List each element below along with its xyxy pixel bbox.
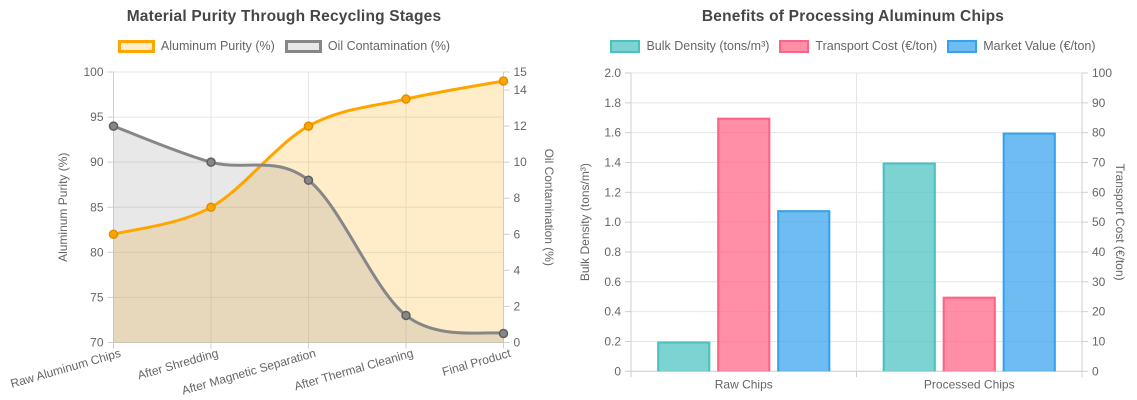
right-tick-label: 6 (514, 227, 521, 241)
right-tick-label: 100 (1092, 66, 1112, 80)
left-tick-label: 85 (90, 200, 104, 214)
right-tick-label: 10 (1092, 334, 1106, 348)
bar-border (717, 117, 771, 372)
bar-bulk-density-tons-m[interactable] (657, 341, 711, 372)
right-tick-label: 8 (514, 191, 521, 205)
bar-border (657, 341, 711, 372)
legend-label: Oil Contamination (%) (327, 39, 451, 53)
right-tick-label: 50 (1092, 215, 1106, 229)
x-label: Final Product (441, 346, 513, 379)
right-tick-label: 0 (1092, 364, 1099, 378)
right-tick-label: 20 (1092, 305, 1106, 319)
right-axis-title: Oil Contamination (%) (542, 149, 556, 266)
chart-legend: Aluminum Purity (%) Oil Contamination (%) (0, 39, 568, 53)
right-axis-title: Transport Cost (€/ton) (1113, 164, 1127, 281)
line-oil-contamination (112, 124, 505, 335)
left-tick-label: 2.0 (604, 66, 621, 80)
left-tick-label: 0.2 (604, 334, 621, 348)
bar-border (882, 162, 936, 372)
left-tick-label: 1.4 (604, 155, 621, 169)
purity-line-chart: Material Purity Through Recycling Stages… (0, 0, 568, 400)
data-point-oil-contamination[interactable] (206, 157, 216, 167)
right-tick-label: 4 (514, 263, 521, 277)
left-axis-title: Bulk Density (tons/m³) (578, 163, 592, 281)
legend-swatch (779, 39, 810, 53)
data-point-aluminum-purity[interactable] (206, 202, 216, 212)
left-tick-label: 0.4 (604, 305, 621, 319)
legend-swatch (117, 39, 155, 53)
x-label: Raw Aluminum Chips (9, 346, 122, 391)
right-tick-label: 60 (1092, 185, 1106, 199)
right-tick-label: 12 (514, 119, 528, 133)
legend-item-transport-cost-ton[interactable]: Transport Cost (€/ton) (779, 39, 937, 53)
legend-swatch (284, 39, 322, 53)
bar-market-value-ton[interactable] (1002, 132, 1056, 372)
left-tick-label: 1.0 (604, 215, 621, 229)
legend-label: Market Value (€/ton) (983, 39, 1096, 53)
left-tick-label: 95 (90, 110, 104, 124)
purity-line-chart-canvas: 70 75 80 85 90 95 100 0 2 4 6 8 10 12 14 15 Aluminum Pur… (9, 65, 556, 398)
chart-title: Benefits of Processing Aluminum Chips (701, 8, 1005, 25)
left-tick-label: 90 (90, 155, 104, 169)
left-tick-label: 1.8 (604, 96, 621, 110)
right-tick-label: 10 (514, 155, 528, 169)
data-point-aluminum-purity[interactable] (108, 229, 119, 240)
data-point-oil-contamination[interactable] (303, 175, 314, 185)
right-tick-label: 2 (514, 299, 521, 313)
data-point-oil-contamination[interactable] (498, 328, 509, 339)
data-point-aluminum-purity[interactable] (303, 121, 314, 131)
left-tick-label: 0.6 (604, 275, 621, 289)
benefits-bar-chart-canvas: 0 0.2 0.4 0.6 0.8 1.0 1.2 1.4 1.6 1.8 2.0 0 10 20 30 40… (578, 66, 1127, 391)
left-tick-label: 0.8 (604, 245, 621, 259)
left-axis-title: Aluminum Purity (%) (56, 153, 70, 262)
left-tick-label: 100 (83, 65, 103, 79)
right-tick-label: 15 (514, 65, 528, 79)
area-oil-contamination (113, 126, 504, 343)
data-point-aluminum-purity[interactable] (498, 76, 509, 86)
legend-item-aluminum-purity[interactable]: Aluminum Purity (%) (117, 39, 275, 53)
chart-title: Material Purity Through Recycling Stages (126, 8, 442, 25)
bar-border (777, 210, 831, 372)
x-label: Raw Chips (715, 377, 773, 391)
legend-item-bulk-density-tons-m[interactable]: Bulk Density (tons/m³) (610, 39, 769, 53)
right-tick-label: 70 (1092, 155, 1106, 169)
bar-border (942, 296, 996, 372)
bar-transport-cost-ton[interactable] (942, 296, 996, 372)
left-tick-label: 70 (90, 336, 104, 350)
right-tick-label: 30 (1092, 275, 1106, 289)
bar-bulk-density-tons-m[interactable] (882, 162, 936, 372)
legend-item-oil-contamination[interactable]: Oil Contamination (%) (284, 39, 451, 53)
chart-legend: Bulk Density (tons/m³) Transport Cost (€/… (569, 39, 1137, 53)
x-label: Processed Chips (924, 377, 1015, 391)
left-tick-label: 80 (90, 245, 104, 259)
legend-label: Bulk Density (tons/m³) (646, 39, 770, 53)
legend-swatch (610, 39, 641, 53)
bar-border (1002, 132, 1056, 372)
bar-market-value-ton[interactable] (777, 210, 831, 372)
legend-label: Aluminum Purity (%) (160, 39, 275, 53)
benefits-bar-chart: Benefits of Processing Aluminum Chips Bu… (569, 0, 1137, 400)
legend-item-market-value-ton[interactable]: Market Value (€/ton) (947, 39, 1096, 53)
data-point-oil-contamination[interactable] (108, 121, 119, 131)
data-point-aluminum-purity[interactable] (401, 94, 411, 104)
right-tick-label: 14 (514, 83, 528, 97)
plot-area: 0 0.2 0.4 0.6 0.8 1.0 1.2 1.4 1.6 1.8 2.0 0 10 20 30 40… (578, 66, 1127, 391)
plot-area: 70 75 80 85 90 95 100 0 2 4 6 8 10 12 14 15 Aluminum Pur… (9, 65, 556, 398)
legend-label: Transport Cost (€/ton) (815, 39, 938, 53)
right-tick-label: 90 (1092, 96, 1106, 110)
area-aluminum-purity (113, 81, 504, 343)
data-point-oil-contamination[interactable] (401, 310, 411, 321)
left-tick-label: 1.6 (604, 126, 621, 140)
right-tick-label: 40 (1092, 245, 1106, 259)
right-tick-label: 0 (514, 336, 521, 350)
left-tick-label: 0 (614, 364, 621, 378)
legend-swatch (947, 39, 978, 53)
bar-transport-cost-ton[interactable] (717, 117, 771, 372)
right-tick-label: 80 (1092, 126, 1106, 140)
left-tick-label: 75 (90, 290, 104, 304)
left-tick-label: 1.2 (604, 185, 621, 199)
